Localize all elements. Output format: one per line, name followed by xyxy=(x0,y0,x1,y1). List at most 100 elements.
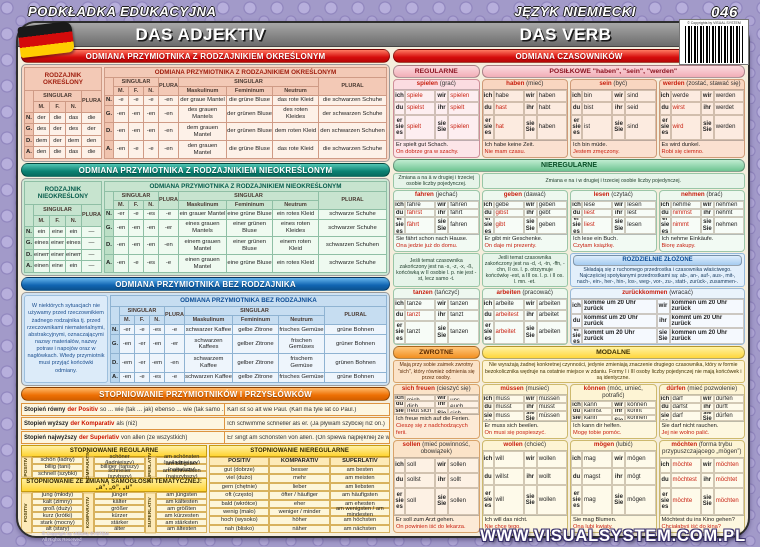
grading-rule-row: Stopień wyższy der Komparativ als (niż) Ich… xyxy=(21,417,390,430)
pronoun-cell: du xyxy=(394,102,405,115)
grading-word-cell: viel (dużo) xyxy=(209,474,270,483)
verb-example: Sie fährt schon nach Hause. Ona jedzie ju… xyxy=(394,233,479,251)
verb-name: tanzen (tańczyć) xyxy=(394,289,479,300)
verb-name: müssen (musieć) xyxy=(482,385,567,395)
verb-form-cell: fahren xyxy=(448,217,479,234)
verb-form-cell: freut euch xyxy=(448,401,479,408)
verb-form-cell: sollt xyxy=(448,472,479,488)
verb-example: Er muss sich beeilen. On musi się pospies… xyxy=(482,421,567,439)
example-cell: dem roten Kleid xyxy=(272,122,319,142)
content-columns: ODMIANA PRZYMIOTNIKA Z RODZAJNIKIEM OKRE… xyxy=(18,47,748,536)
german-flag-icon xyxy=(17,20,75,59)
pronoun-cell: ich xyxy=(571,401,582,409)
banner-stopniowanie: STOPNIOWANIE PRZYMIOTNIKÓW I PRZYSŁÓWKÓW xyxy=(21,387,390,401)
ending-cell: -e xyxy=(158,254,179,273)
verb-form-cell: lesen xyxy=(625,217,656,234)
verb-form-cell: werdet xyxy=(713,102,744,115)
ending-cell: -en xyxy=(143,236,159,256)
verb-table: tanzen (tańczyć) ich tanze wir tanzen du tanzt… xyxy=(393,288,480,346)
grading-word-cell: oft (często) xyxy=(209,491,270,500)
pronoun-cell: ich xyxy=(394,394,405,402)
pronoun-cell: wir xyxy=(700,200,714,210)
verb-example: Ich lese ein Buch. Czytam książkę. xyxy=(571,233,656,251)
example-cell: der grünen Bluse xyxy=(226,104,273,124)
grading-word-cell: älter xyxy=(94,526,146,534)
ending-cell: -en xyxy=(128,236,144,256)
verb-table: haben (mieć) ich habe wir haben du hast ihr habt… xyxy=(481,79,568,158)
example-cell: grünen Bohnen xyxy=(324,353,387,373)
case-label: A. xyxy=(24,146,34,159)
case-label: N. xyxy=(104,209,114,220)
example-cell: eines grauen Mantels xyxy=(178,218,227,238)
verb-note: Nie wyrażają żadnej konkretnej czynności… xyxy=(481,360,745,383)
grading-word-cell: billig (tani) xyxy=(32,463,84,471)
case-label: N. xyxy=(24,225,34,239)
verb-form-cell: bist xyxy=(582,102,613,115)
conjugation-grid: ich fahre wir fahren du fährst ihr fahrt er sie es… xyxy=(394,200,479,234)
verb-form-cell: nehmen xyxy=(713,217,744,234)
verb-form-cell: lese xyxy=(582,200,613,210)
example-cell: die grüne Bluse xyxy=(226,95,273,106)
ending-cell: -er xyxy=(134,334,150,355)
degree-column-header: SUPERLATIV xyxy=(329,457,391,466)
example-cell: den grauen Mantel xyxy=(178,140,227,159)
case-label: D. xyxy=(24,248,34,262)
verb-table: geben (dawać) ich gebe wir geben du gibst ihr ge… xyxy=(481,190,568,252)
table-cell: Neutrum xyxy=(272,200,319,210)
rotated-degree-label: SUPERLATIV xyxy=(145,452,157,482)
pronoun-cell: ihr xyxy=(700,209,714,218)
verb-form-cell: will xyxy=(493,485,524,516)
pronoun-cell: sie Sie xyxy=(435,114,449,140)
title-bar: DAS ADJEKTIV DAS VERB xyxy=(18,23,748,47)
table-cell xyxy=(110,305,120,326)
example-cell: dem grauen Mantel xyxy=(178,122,227,142)
verb-form-cell: arbeiten xyxy=(536,299,567,310)
verb-form-cell: mag xyxy=(582,485,613,516)
verb-group-header: MODALNE xyxy=(481,346,745,360)
verb-form-cell: kann xyxy=(582,414,613,422)
verb-note: ROZDZIELNIE ZŁOŻONE Składają się z ruchom… xyxy=(570,252,745,288)
table-cell: M. xyxy=(113,200,129,210)
example-cell: des roten Kleides xyxy=(272,104,319,124)
pronoun-cell: wir xyxy=(523,394,537,403)
pronoun-cell: sie Sie xyxy=(612,485,626,516)
grading-word-cell: gut (dobrze) xyxy=(209,466,270,475)
grading-word-cell: schön (ładny) xyxy=(32,457,84,464)
verb-form-cell: mögen xyxy=(625,485,656,516)
article-cell: ein xyxy=(65,225,82,239)
brand-title: PODKŁADKA EDUKACYJNA xyxy=(28,4,217,19)
verb-example: Es wird dunkel. Robi się ciemno. xyxy=(659,139,744,157)
grading-word-cell: größer xyxy=(94,505,146,513)
ending-cell: -e xyxy=(128,95,144,106)
grading-tables: STOPNIOWANIE REGULARNE POSITIV schön (ładn… xyxy=(21,445,391,534)
article-cell: die xyxy=(81,111,102,125)
grading-word-cell: kalt (zimny) xyxy=(32,498,84,506)
verb-table: sich freuen (cieszyć się) ich freue mich wi… xyxy=(393,383,480,440)
pronoun-cell: ihr xyxy=(612,209,626,218)
ending-cell: -er xyxy=(119,324,135,336)
article-cell: einer xyxy=(49,237,66,250)
table-cell xyxy=(104,191,114,210)
verb-example: Er gibt mir Geschenke. On daje mi prezent… xyxy=(482,233,567,251)
verb-form-cell: gibt xyxy=(493,217,524,234)
grading-word-cell: am liebsten xyxy=(329,482,391,492)
example-cell: schwarze Schuhe xyxy=(318,254,387,273)
example-cell: das rote Kleid xyxy=(272,95,319,106)
ending-cell: -en xyxy=(143,104,159,124)
table-cell: PLURAL xyxy=(158,77,179,96)
verb-form-cell: gebe xyxy=(493,200,524,210)
ending-cell: -er xyxy=(113,209,129,220)
pronoun-cell: wir xyxy=(435,200,449,210)
pronoun-cell: du xyxy=(659,472,671,488)
pronoun-cell: ich xyxy=(659,457,671,473)
ending-cell: -en xyxy=(158,122,179,142)
pronoun-cell: ihr xyxy=(612,102,626,115)
grading-word-cell: stärker xyxy=(94,519,146,527)
grading-word-cell: am häufigsten xyxy=(329,491,391,500)
grading-word-cell: am kürzesten xyxy=(156,512,208,520)
grading-word-cell: am stärksten xyxy=(156,519,208,527)
verb-group-header: REGULARNE xyxy=(393,65,480,78)
pronoun-cell: du xyxy=(482,468,494,486)
